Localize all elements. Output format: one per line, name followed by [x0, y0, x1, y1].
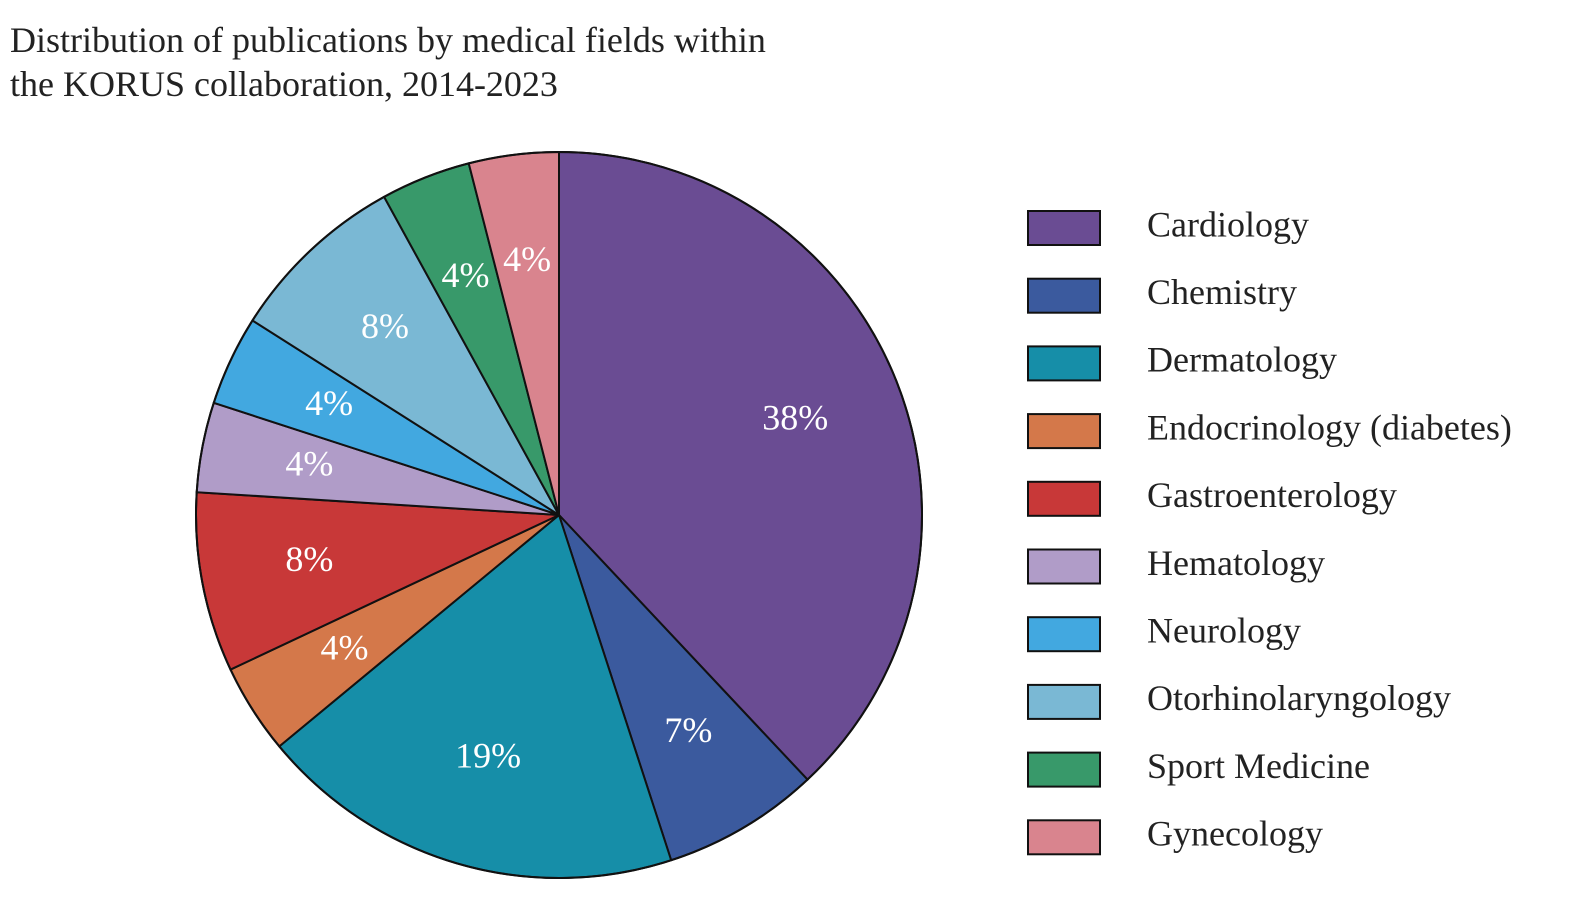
- chart-title: Distribution of publications by medical …: [10, 20, 766, 104]
- legend-swatch: [1027, 345, 1101, 382]
- slice-label: 8%: [361, 306, 409, 346]
- slice-label: 19%: [455, 735, 521, 775]
- slice-label: 4%: [503, 239, 551, 279]
- legend-swatch: [1027, 548, 1101, 585]
- legend-label: Gynecology: [1147, 814, 1323, 854]
- legend-label: Otorhinolaryngology: [1147, 678, 1451, 718]
- legend-label: Cardiology: [1147, 204, 1309, 244]
- slice-label: 4%: [285, 444, 333, 484]
- legend-label: Sport Medicine: [1147, 746, 1370, 786]
- legend-label: Gastroenterology: [1147, 475, 1397, 515]
- legend-swatch: [1027, 819, 1101, 856]
- legend-label: Chemistry: [1147, 272, 1297, 312]
- legend-swatch: [1027, 480, 1101, 517]
- legend-label: Endocrinology (diabetes): [1147, 407, 1512, 447]
- legend-swatch: [1027, 413, 1101, 450]
- legend-swatch: [1027, 683, 1101, 720]
- legend-label: Dermatology: [1147, 340, 1337, 380]
- legend-swatch: [1027, 616, 1101, 653]
- legend-swatch: [1027, 751, 1101, 788]
- slice-label: 4%: [305, 383, 353, 423]
- slice-label: 7%: [664, 710, 712, 750]
- slice-label: 4%: [320, 627, 368, 667]
- legend-swatch: [1027, 210, 1101, 246]
- legend-label: Hematology: [1147, 543, 1325, 583]
- slice-label: 4%: [441, 255, 489, 295]
- slice-label: 8%: [285, 539, 333, 579]
- pie-outline: [195, 151, 923, 879]
- legend-label: Neurology: [1147, 610, 1301, 650]
- slice-label: 38%: [762, 398, 828, 438]
- legend-swatch: [1027, 277, 1101, 314]
